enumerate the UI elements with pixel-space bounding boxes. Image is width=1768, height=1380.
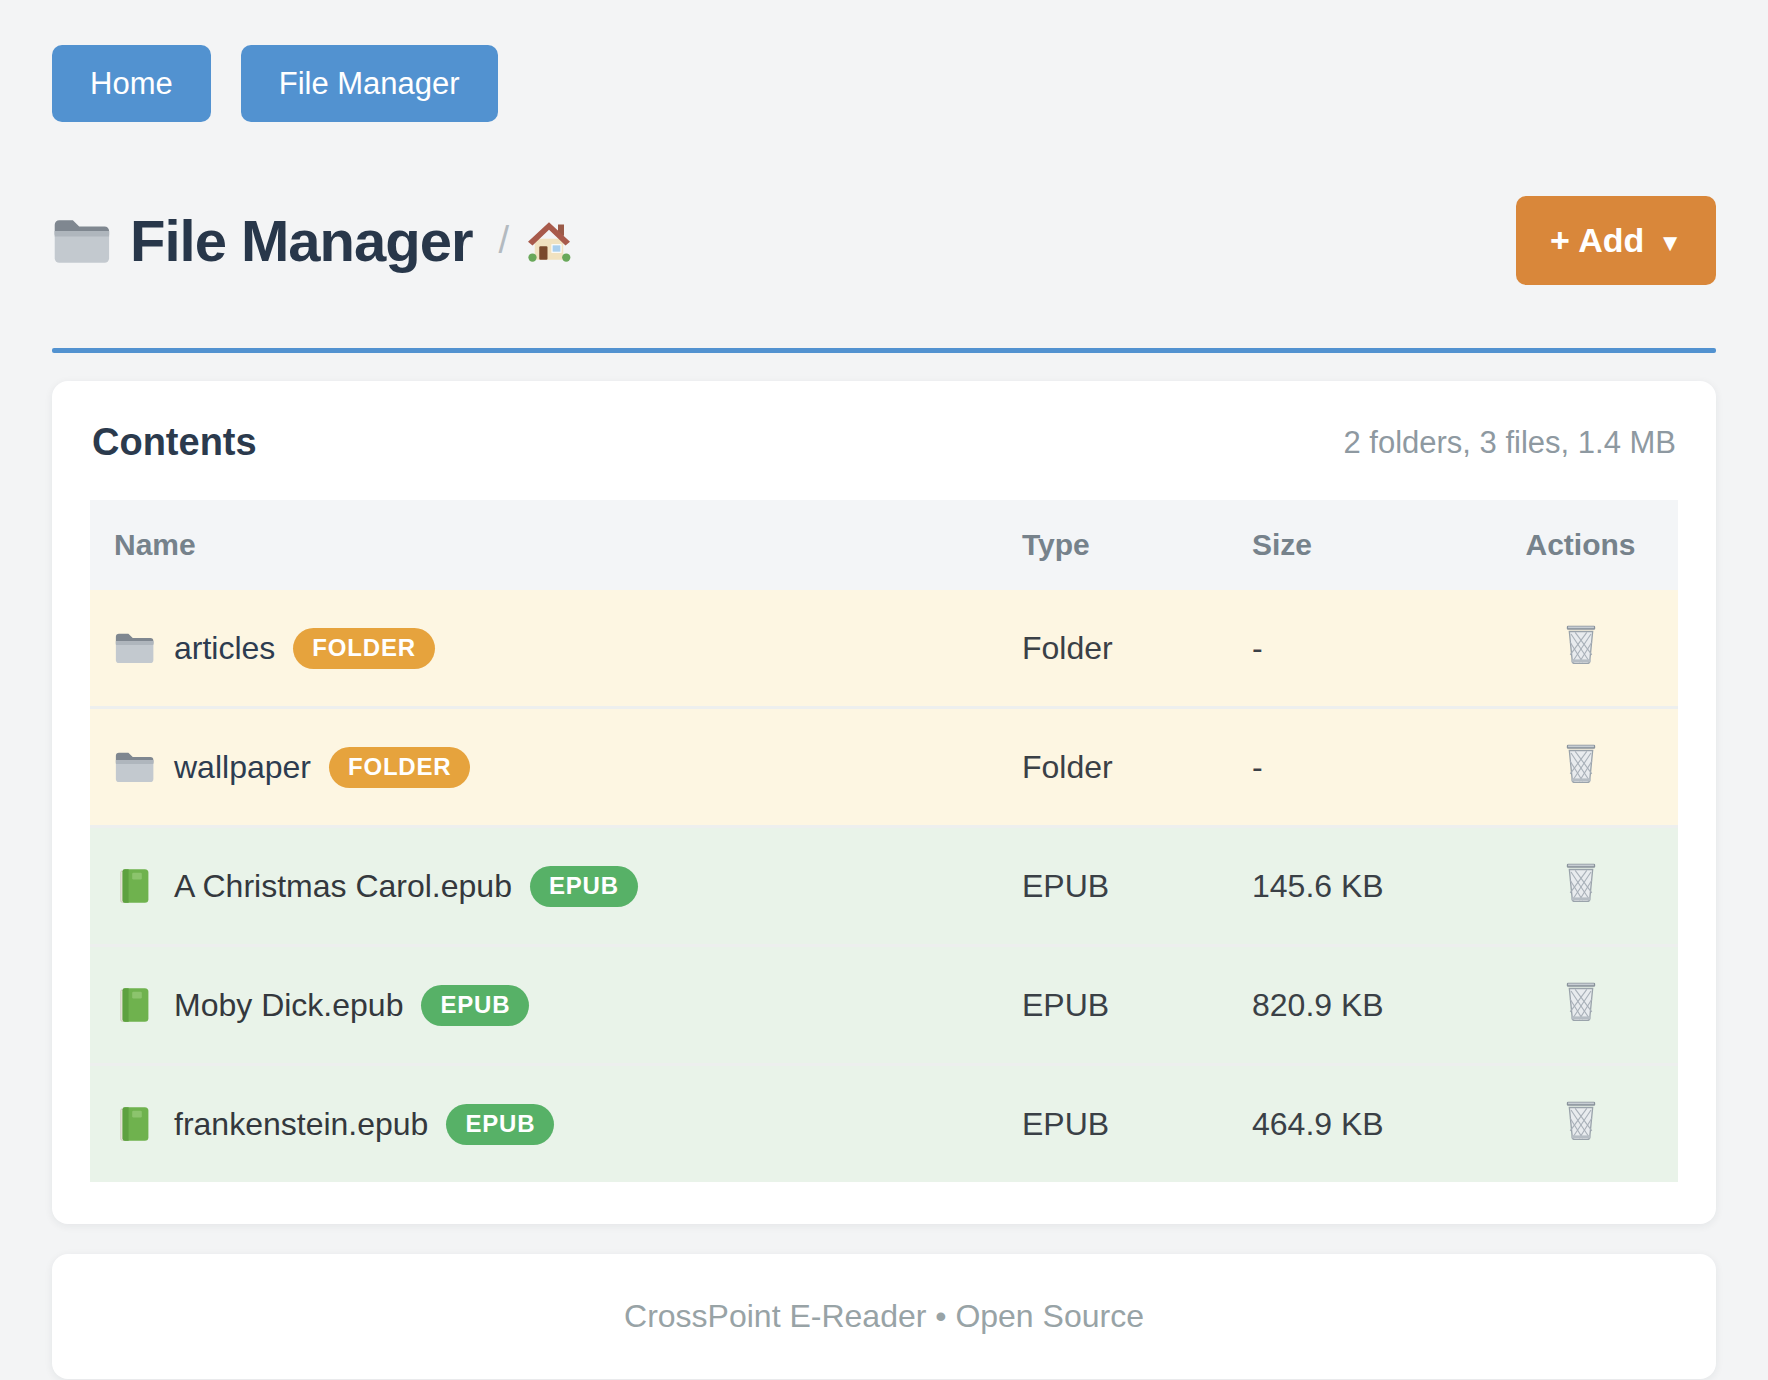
file-manager-page: Home File Manager File Manager / + Add ▼… <box>0 0 1768 1379</box>
green-book-icon <box>114 868 154 904</box>
delete-button[interactable] <box>1564 981 1598 1021</box>
epub-badge: EPUB <box>421 985 529 1026</box>
item-size: 145.6 KB <box>1228 825 1483 944</box>
column-header-actions: Actions <box>1483 500 1678 590</box>
house-icon <box>525 219 573 263</box>
folder-badge: FOLDER <box>329 747 470 788</box>
delete-button[interactable] <box>1564 862 1598 902</box>
item-size: - <box>1228 590 1483 706</box>
item-type: EPUB <box>998 825 1228 944</box>
contents-card: Contents 2 folders, 3 files, 1.4 MB Name… <box>52 381 1716 1224</box>
header-divider <box>52 348 1716 353</box>
trash-icon <box>1564 624 1598 664</box>
trash-icon <box>1564 1100 1598 1140</box>
table-row: articles FOLDER Folder - <box>90 590 1678 706</box>
contents-heading: Contents <box>92 421 257 464</box>
item-type: Folder <box>998 590 1228 706</box>
add-button[interactable]: + Add ▼ <box>1516 196 1716 285</box>
folder-icon <box>114 749 154 785</box>
epub-badge: EPUB <box>446 1104 554 1145</box>
green-book-icon <box>114 1106 154 1142</box>
nav-home-button[interactable]: Home <box>52 45 211 122</box>
green-book-icon <box>114 987 154 1023</box>
item-name-link[interactable]: Moby Dick.epub <box>174 987 403 1024</box>
contents-card-header: Contents 2 folders, 3 files, 1.4 MB <box>92 421 1676 464</box>
files-table: Name Type Size Actions articles FOLDER <box>90 500 1678 1182</box>
delete-button[interactable] <box>1564 743 1598 783</box>
item-type: Folder <box>998 706 1228 825</box>
footer-card: CrossPoint E-Reader • Open Source <box>52 1254 1716 1379</box>
table-row: frankenstein.epub EPUB EPUB 464.9 KB <box>90 1063 1678 1182</box>
top-navigation: Home File Manager <box>52 45 1716 122</box>
item-type: EPUB <box>998 944 1228 1063</box>
trash-icon <box>1564 862 1598 902</box>
page-header: File Manager / + Add ▼ <box>52 196 1716 285</box>
breadcrumb-separator: / <box>499 219 510 262</box>
folder-badge: FOLDER <box>293 628 434 669</box>
folder-icon <box>52 216 110 266</box>
title-group: File Manager / <box>52 207 573 274</box>
footer-text: CrossPoint E-Reader • Open Source <box>624 1298 1144 1334</box>
add-button-label: + Add <box>1550 221 1644 260</box>
table-row: Moby Dick.epub EPUB EPUB 820.9 KB <box>90 944 1678 1063</box>
contents-summary: 2 folders, 3 files, 1.4 MB <box>1343 425 1676 461</box>
page-title: File Manager <box>130 207 473 274</box>
item-name-link[interactable]: articles <box>174 630 275 667</box>
folder-icon <box>114 630 154 666</box>
nav-file-manager-button[interactable]: File Manager <box>241 45 498 122</box>
table-header-row: Name Type Size Actions <box>90 500 1678 590</box>
column-header-type: Type <box>998 500 1228 590</box>
trash-icon <box>1564 743 1598 783</box>
item-size: 820.9 KB <box>1228 944 1483 1063</box>
caret-down-icon: ▼ <box>1658 229 1682 257</box>
epub-badge: EPUB <box>530 866 638 907</box>
table-row: A Christmas Carol.epub EPUB EPUB 145.6 K… <box>90 825 1678 944</box>
item-name-link[interactable]: frankenstein.epub <box>174 1106 428 1143</box>
item-name-link[interactable]: A Christmas Carol.epub <box>174 868 512 905</box>
delete-button[interactable] <box>1564 1100 1598 1140</box>
table-row: wallpaper FOLDER Folder - <box>90 706 1678 825</box>
item-name-link[interactable]: wallpaper <box>174 749 311 786</box>
column-header-name: Name <box>90 500 998 590</box>
item-size: 464.9 KB <box>1228 1063 1483 1182</box>
column-header-size: Size <box>1228 500 1483 590</box>
breadcrumb-home-link[interactable] <box>525 219 573 263</box>
trash-icon <box>1564 981 1598 1021</box>
item-type: EPUB <box>998 1063 1228 1182</box>
delete-button[interactable] <box>1564 624 1598 664</box>
item-size: - <box>1228 706 1483 825</box>
